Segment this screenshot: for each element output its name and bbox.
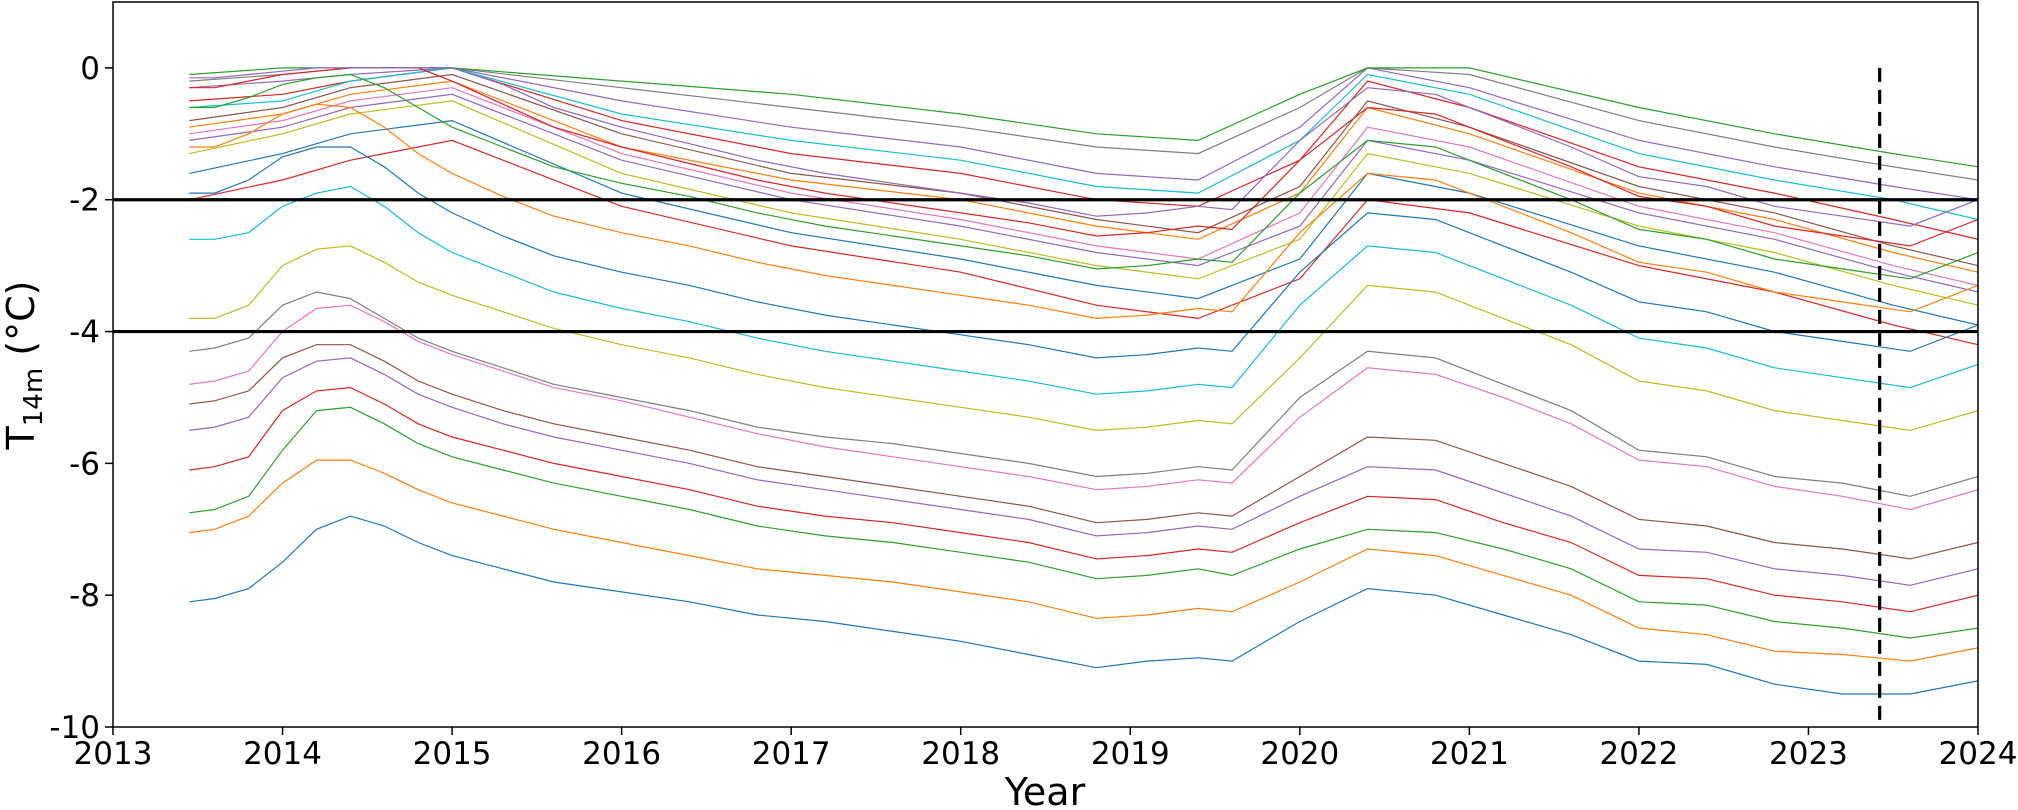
x-tick-label: 2020 <box>1260 736 1339 772</box>
series-layer <box>189 67 1978 695</box>
x-tick-label: 2013 <box>74 736 153 772</box>
series-line-6 <box>189 344 1978 560</box>
series-line-10 <box>189 185 1978 395</box>
series-line-11 <box>189 146 1978 359</box>
x-tick-label: 2016 <box>582 736 661 772</box>
series-line-3 <box>189 406 1978 639</box>
x-tick-label: 2014 <box>243 736 322 772</box>
x-tick-label: 2022 <box>1599 736 1678 772</box>
y-axis-ticks: -10 -8 -6 -4 -2 0 <box>49 51 113 746</box>
y-tick-label: 0 <box>80 51 100 87</box>
series-line-band-8 <box>189 119 1978 326</box>
x-tick-label: 2018 <box>921 736 1000 772</box>
y-tick-label: -10 <box>49 710 100 746</box>
y-tick-label: -6 <box>69 446 100 482</box>
series-line-9 <box>189 245 1978 432</box>
series-line-band-2 <box>189 67 1978 201</box>
y-axis-label-subscript: 14m <box>19 368 49 426</box>
series-line-1 <box>189 515 1978 695</box>
series-line-5 <box>189 357 1978 586</box>
x-tick-label: 2015 <box>413 736 492 772</box>
y-axis-label: T14m (°C) <box>0 281 49 451</box>
series-line-band-4 <box>189 87 1978 286</box>
series-line-13 <box>189 73 1978 280</box>
plot-frame <box>112 1 1979 728</box>
series-line-12 <box>189 103 1978 320</box>
x-axis-label: Year <box>1004 770 1086 810</box>
series-line-band-12 <box>189 93 1978 293</box>
x-tick-label: 2023 <box>1769 736 1848 772</box>
y-axis-label-main: T <box>0 425 43 450</box>
x-tick-label: 2024 <box>1939 736 2018 772</box>
y-tick-label: -4 <box>69 315 100 351</box>
y-tick-label: -2 <box>69 183 100 219</box>
series-line-4 <box>189 386 1978 613</box>
series-line-2 <box>189 459 1978 662</box>
series-line-band-11 <box>189 139 1978 346</box>
series-line-7 <box>189 304 1978 511</box>
x-tick-label: 2021 <box>1430 736 1509 772</box>
x-tick-label: 2019 <box>1091 736 1170 772</box>
x-axis-ticks: 2013 2014 2015 2016 2017 2018 2019 2020 2021 2022… <box>74 727 2018 772</box>
y-axis-label-unit: (°C) <box>0 281 43 368</box>
y-tick-label: -8 <box>69 578 100 614</box>
reference-lines <box>113 67 1978 727</box>
series-line-band-7 <box>189 67 1978 221</box>
series-line-8 <box>189 291 1978 497</box>
x-tick-label: 2017 <box>752 736 831 772</box>
series-line-15 <box>189 67 1978 227</box>
